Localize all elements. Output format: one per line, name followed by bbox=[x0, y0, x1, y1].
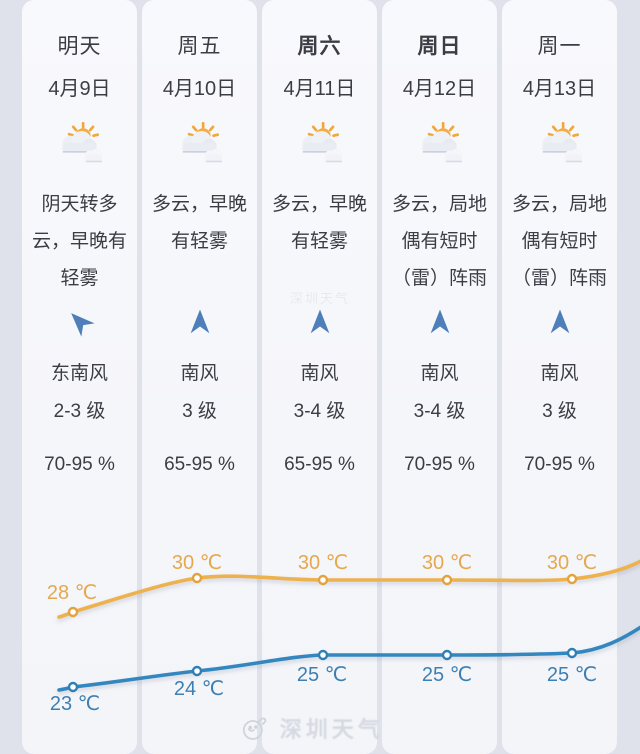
forecast-column-day1: 明天 4月9日 阴天转多 云，早晚有 轻雾 东南风 2-3 级 70-95 % bbox=[22, 0, 137, 754]
low-temp-label: 23 ℃ bbox=[49, 693, 101, 715]
day-label: 明天 bbox=[57, 35, 102, 58]
sun-behind-cloud-icon bbox=[142, 120, 257, 172]
sun-behind-cloud-icon bbox=[262, 120, 377, 172]
day-label: 周六 bbox=[297, 35, 342, 58]
wind-direction-arrow-icon bbox=[22, 303, 137, 341]
sun-behind-cloud-icon bbox=[502, 120, 617, 172]
wind-direction-label: 南风 bbox=[180, 363, 219, 384]
wind-direction-label: 南风 bbox=[420, 363, 459, 384]
day-label: 周五 bbox=[177, 35, 222, 58]
day-label: 周日 bbox=[417, 35, 462, 58]
wind-level-label: 3 级 bbox=[182, 401, 217, 422]
high-temp-points bbox=[67, 572, 578, 618]
high-temp-label: 28 ℃ bbox=[46, 582, 98, 604]
bottom-watermark: 深圳天气 bbox=[239, 712, 384, 744]
high-temp-label: 30 ℃ bbox=[421, 552, 473, 574]
low-temp-label: 25 ℃ bbox=[546, 664, 598, 686]
wind-direction-label: 南风 bbox=[300, 363, 339, 384]
temperature-chart bbox=[57, 559, 640, 693]
wind-level-label: 3-4 级 bbox=[413, 401, 466, 422]
wind-level-label: 3 级 bbox=[542, 401, 577, 422]
day-label: 周一 bbox=[537, 35, 582, 58]
forecast-column-day2: 周五 4月10日 多云，早晚 有轻雾 南风 3 级 65-95 % bbox=[142, 0, 257, 754]
humidity-label: 70-95 % bbox=[44, 454, 115, 475]
forecast-column-day5: 周一 4月13日 多云，局地 偶有短时 （雷）阵雨 南风 3 级 70-95 % bbox=[502, 0, 617, 754]
condition-text: 多云，早晚 有轻雾 bbox=[151, 194, 247, 252]
low-temp-label: 25 ℃ bbox=[421, 664, 473, 686]
date-label: 4月9日 bbox=[48, 78, 111, 100]
condition-text: 多云，早晚 有轻雾 bbox=[271, 194, 367, 252]
high-temp-label: 30 ℃ bbox=[546, 552, 598, 574]
sun-behind-cloud-icon bbox=[22, 120, 137, 172]
humidity-label: 70-95 % bbox=[404, 454, 475, 475]
humidity-label: 65-95 % bbox=[164, 454, 235, 475]
forecast-column-day3: 周六 4月11日 多云，早晚 有轻雾 南风 3-4 级 65-95 % bbox=[262, 0, 377, 754]
wind-direction-arrow-icon bbox=[502, 303, 617, 341]
date-label: 4月12日 bbox=[402, 78, 477, 100]
wind-direction-arrow-icon bbox=[262, 303, 377, 341]
date-label: 4月11日 bbox=[283, 78, 356, 100]
low-temp-label: 24 ℃ bbox=[173, 678, 225, 700]
wind-level-label: 2-3 级 bbox=[53, 401, 106, 422]
wind-direction-arrow-icon bbox=[142, 303, 257, 341]
condition-text: 多云，局地 偶有短时 （雷）阵雨 bbox=[511, 194, 607, 289]
wind-direction-label: 东南风 bbox=[50, 363, 108, 384]
condition-text: 阴天转多 云，早晚有 轻雾 bbox=[31, 194, 127, 289]
center-watermark: 深圳天气 bbox=[289, 291, 351, 306]
date-label: 4月10日 bbox=[162, 78, 237, 100]
watermark-mascot-icon bbox=[239, 713, 271, 743]
low-temp-label: 25 ℃ bbox=[296, 664, 348, 686]
humidity-label: 65-95 % bbox=[284, 454, 355, 475]
date-label: 4月13日 bbox=[522, 78, 597, 100]
humidity-label: 70-95 % bbox=[524, 454, 595, 475]
watermark-text: 深圳天气 bbox=[279, 717, 384, 742]
condition-text: 多云，局地 偶有短时 （雷）阵雨 bbox=[391, 194, 487, 289]
sun-behind-cloud-icon bbox=[382, 120, 497, 172]
high-temp-label: 30 ℃ bbox=[297, 552, 349, 574]
high-temp-label: 30 ℃ bbox=[171, 552, 223, 574]
low-temp-points bbox=[67, 647, 578, 693]
wind-direction-arrow-icon bbox=[382, 303, 497, 341]
wind-direction-label: 南风 bbox=[540, 363, 579, 384]
forecast-column-day4: 周日 4月12日 多云，局地 偶有短时 （雷）阵雨 南风 3-4 级 70-95… bbox=[382, 0, 497, 754]
wind-level-label: 3-4 级 bbox=[293, 401, 346, 422]
